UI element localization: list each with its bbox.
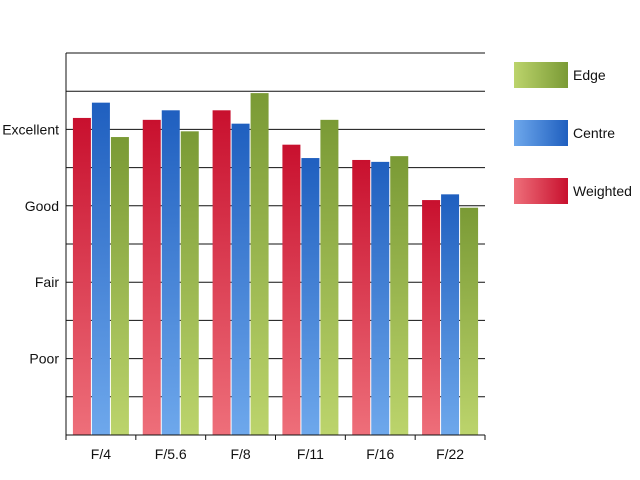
bar-centre-f16 — [371, 161, 390, 435]
legend-swatch-edge — [514, 62, 568, 88]
y-tick-label: Excellent — [2, 121, 59, 137]
bar-weighted-f22 — [422, 200, 441, 435]
bar-weighted-f16 — [352, 159, 371, 435]
bar-centre-f11 — [301, 158, 320, 436]
bar-centre-f8 — [231, 123, 250, 436]
bar-edge-f4 — [110, 137, 129, 436]
bar-weighted-f8 — [212, 110, 231, 436]
bar-weighted-f56 — [142, 119, 161, 435]
x-tick-label: F/8 — [230, 446, 250, 462]
x-tick-label: F/5.6 — [155, 446, 187, 462]
legend-label-edge: Edge — [573, 67, 606, 83]
y-tick-label: Fair — [35, 274, 59, 290]
bar-weighted-f11 — [282, 144, 301, 435]
legend-swatch-weighted — [514, 178, 568, 204]
bar-edge-f8 — [250, 93, 269, 436]
x-tick-label: F/22 — [436, 446, 464, 462]
bar-edge-f11 — [320, 119, 339, 435]
grid-layer — [66, 52, 485, 398]
legend-label-centre: Centre — [573, 125, 615, 141]
y-tick-label: Good — [25, 198, 59, 214]
axes-layer: F/4 F/5.6 F/8 F/11 F/16 F/22 Poor Fair Good Excel… — [2, 53, 486, 462]
x-tick-label: F/4 — [91, 446, 111, 462]
x-tick-label: F/11 — [297, 446, 324, 462]
legend: Edge Centre Weighted — [514, 62, 632, 204]
bar-weighted-f4 — [72, 117, 91, 435]
bar-centre-f56 — [161, 110, 180, 436]
legend-label-weighted: Weighted — [573, 183, 632, 199]
bar-centre-f22 — [441, 194, 460, 435]
bar-edge-f56 — [180, 131, 199, 435]
bar-centre-f4 — [91, 102, 110, 435]
legend-swatch-centre — [514, 120, 568, 146]
y-tick-label: Poor — [29, 351, 59, 367]
x-tick-label: F/16 — [366, 446, 394, 462]
bar-edge-f22 — [460, 207, 479, 435]
bar-edge-f16 — [390, 156, 409, 435]
bars-layer — [72, 93, 479, 436]
